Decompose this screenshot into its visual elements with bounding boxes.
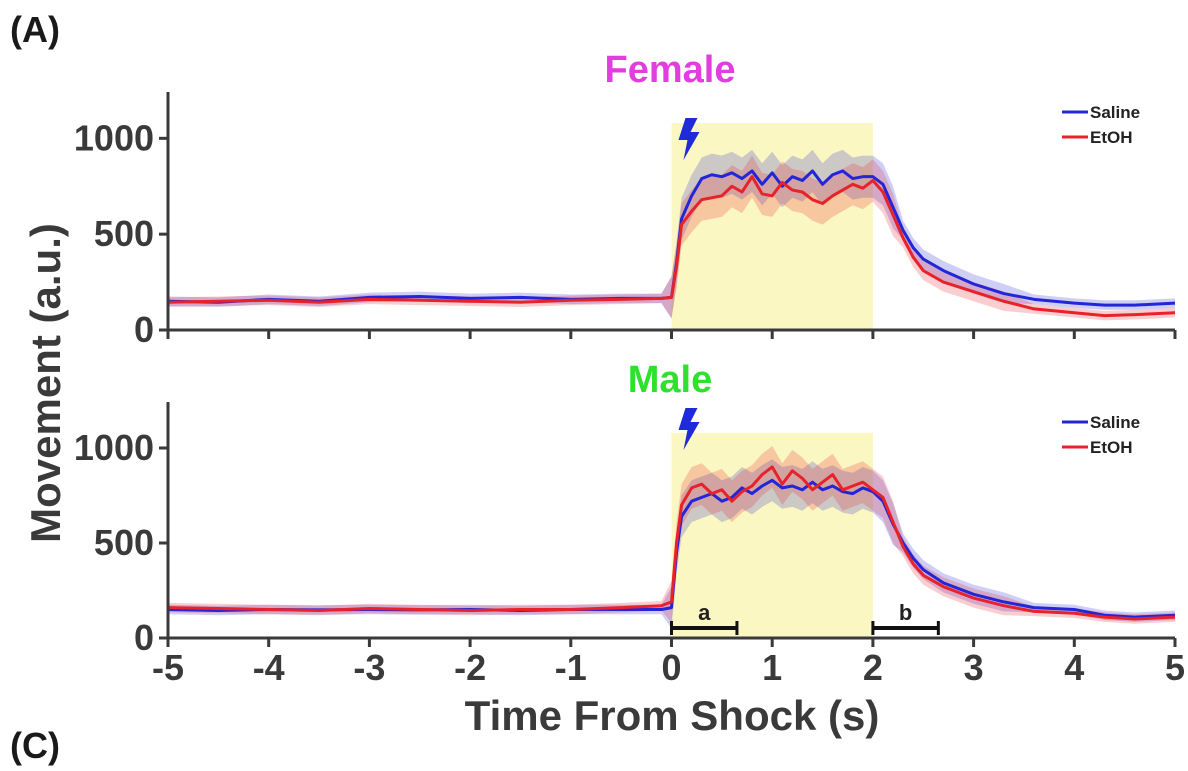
analysis-window-b-label: b [899,600,912,625]
female-y-tick-label: 1000 [74,117,154,158]
panel-letter-c: (C) [10,725,60,766]
female-y-tick-label: 500 [94,213,154,254]
male-y-tick-label: 0 [134,617,154,658]
panel-letter-a: (A) [10,9,60,50]
x-tick-label: 4 [1064,647,1084,688]
x-tick-label: 5 [1165,647,1185,688]
female-etoh-line [167,175,1176,318]
x-tick-label: 0 [661,647,681,688]
x-tick-label: -4 [253,647,285,688]
female-y-tick-label: 0 [134,309,154,350]
analysis-window-a-label: a [698,600,711,625]
x-tick-label: -3 [353,647,385,688]
male-y-tick-label: 500 [94,522,154,563]
x-tick-label: -1 [555,647,587,688]
male-panel-title: Male [628,359,712,401]
x-tick-label: 1 [762,647,782,688]
x-tick-label: -5 [152,647,184,688]
female-panel-title: Female [605,49,736,91]
x-tick-label: 3 [964,647,984,688]
male-etoh-line [167,465,1176,621]
male-panel: -5 -4 -3 -2 -1 0 1 2 3 4 5 0 500 1000 Male Saline EtOH a b [74,359,1185,688]
female-saline-line [167,169,1176,307]
male-etoh-error-band [168,446,1175,624]
female-panel: 0 500 1000 Female Saline EtOH [74,49,1177,350]
lightning-bolt-icon [678,408,700,450]
female-shock-window [671,123,873,330]
female-legend-label-etoh: EtOH [1090,128,1133,147]
female-etoh-error-band [168,155,1175,321]
x-tick-label: 2 [863,647,883,688]
male-legend-label-saline: Saline [1090,413,1140,432]
y-axis-title: Movement (a.u.) [22,223,69,543]
lightning-bolt-icon [678,118,700,160]
x-axis-title: Time From Shock (s) [465,692,880,739]
male-legend-label-etoh: EtOH [1090,438,1133,457]
female-legend-label-saline: Saline [1090,103,1140,122]
x-tick-label: -2 [454,647,486,688]
male-y-tick-label: 1000 [74,427,154,468]
